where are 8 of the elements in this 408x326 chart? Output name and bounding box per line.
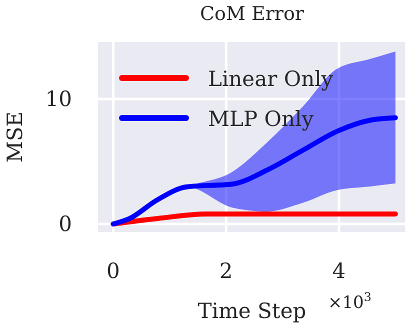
x-tick-label: 4 (332, 259, 346, 283)
chart-title: CoM Error (200, 3, 305, 25)
x-tick-label: 0 (106, 259, 120, 283)
x-tick-label: 2 (219, 259, 233, 283)
y-tick-label: 10 (45, 87, 72, 111)
y-axis-title: MSE (3, 111, 27, 163)
x-axis-title: Time Step (198, 299, 306, 323)
text: ×10$^{3}$ (328, 290, 372, 313)
